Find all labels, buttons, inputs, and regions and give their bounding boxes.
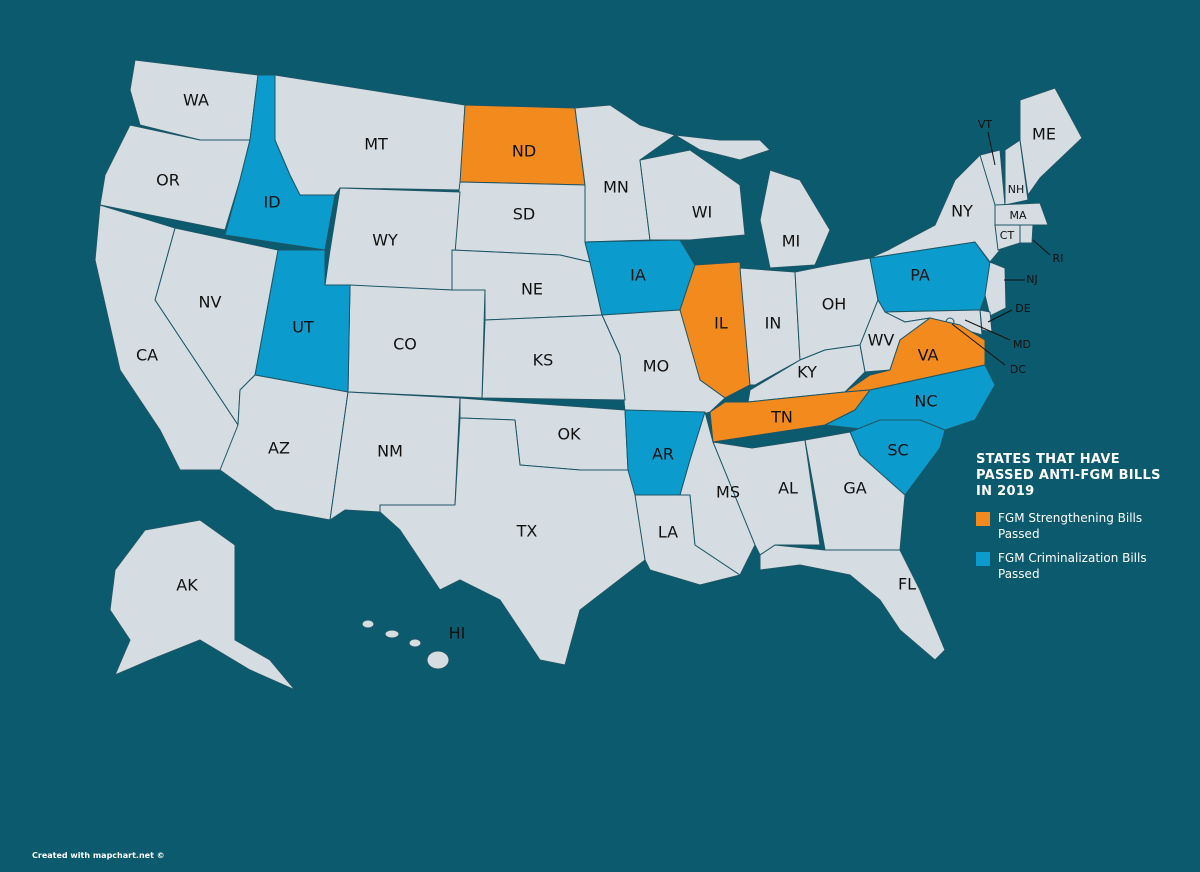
state-label: NV — [199, 293, 222, 312]
state-label: MS — [716, 483, 740, 502]
state-shape — [109, 519, 296, 691]
state-label: PA — [910, 266, 930, 285]
leader-line — [1032, 239, 1051, 256]
state-shape — [99, 124, 251, 231]
leader-line — [987, 309, 1013, 323]
state-shape — [408, 638, 422, 648]
state-shape — [384, 629, 400, 639]
legend-swatch — [976, 552, 990, 566]
state-label: RI — [1053, 252, 1064, 265]
state-label: LA — [658, 523, 678, 542]
state-label: NH — [1008, 183, 1025, 196]
state-label: OK — [557, 425, 581, 444]
state-label: NE — [521, 280, 543, 299]
state-label: HI — [449, 624, 466, 643]
leader-line — [951, 323, 1006, 366]
state-label: ME — [1032, 125, 1056, 144]
state-label: MD — [1013, 338, 1031, 351]
state-label: TX — [516, 522, 538, 541]
state-label: WV — [868, 331, 895, 350]
leader-lines — [951, 131, 1051, 366]
state-shape-group — [361, 619, 450, 670]
state-shape — [426, 650, 450, 670]
state-label: CA — [136, 346, 158, 365]
state-label: WY — [372, 231, 398, 250]
state-label: CO — [393, 335, 417, 354]
state-label: IA — [630, 266, 646, 285]
state-shape — [759, 544, 946, 661]
state-label: NY — [951, 202, 973, 221]
state-shape — [639, 149, 746, 241]
state-label: GA — [843, 479, 866, 498]
state-shape — [712, 439, 821, 556]
state-label: OH — [822, 295, 847, 314]
state-label: FL — [898, 575, 916, 594]
state-label: MT — [364, 135, 388, 154]
state-shape — [481, 314, 626, 401]
state-label: OR — [156, 171, 180, 190]
state-shape — [984, 261, 1007, 317]
state-label: TN — [770, 408, 793, 427]
legend: STATES THAT HAVE PASSED ANTI-FGM BILLS I… — [976, 452, 1166, 590]
legend-swatch — [976, 512, 990, 526]
state-label: VT — [978, 118, 993, 131]
credit: Created with mapchart.net © — [32, 851, 165, 860]
state-label: CT — [1000, 229, 1015, 242]
legend-title: STATES THAT HAVE PASSED ANTI-FGM BILLS I… — [976, 452, 1161, 499]
state-label: IL — [714, 314, 728, 333]
leader-line — [987, 131, 996, 166]
state-label: KS — [533, 351, 554, 370]
state-shape — [1019, 224, 1034, 244]
state-shape — [994, 202, 1049, 226]
state-label: SD — [513, 205, 535, 224]
legend-label: FGM Strengthening Bills Passed — [998, 511, 1143, 541]
state-label: NC — [914, 392, 937, 411]
state-shape — [361, 619, 375, 629]
state-label: UT — [292, 318, 314, 337]
state-label: DE — [1015, 302, 1030, 315]
state-label: AZ — [268, 439, 290, 458]
state-label: AL — [778, 479, 798, 498]
state-label: ID — [263, 193, 280, 212]
state-shape — [94, 204, 239, 471]
state-label: MA — [1009, 209, 1026, 222]
state-shape — [1019, 87, 1083, 196]
state-label: MN — [603, 178, 629, 197]
state-label: AK — [176, 576, 198, 595]
leader-line — [964, 319, 1011, 341]
state-label: NJ — [1026, 273, 1037, 286]
state-label: MO — [643, 357, 669, 376]
state-label: MI — [782, 232, 801, 251]
state-label: VA — [918, 346, 939, 365]
state-shape — [674, 134, 771, 161]
legend-label: FGM Criminalization Bills Passed — [998, 551, 1147, 581]
legend-item: FGM Criminalization Bills Passed — [976, 550, 1166, 582]
state-shape — [219, 374, 349, 521]
legend-item: FGM Strengthening Bills Passed — [976, 510, 1166, 542]
state-shape — [759, 169, 831, 269]
state-shape — [869, 154, 1001, 263]
state-label: WA — [183, 91, 209, 110]
state-label: NM — [377, 442, 403, 461]
state-labels: WA OR ID MT ND MN WI MI SD WY NE IA IL I… — [136, 91, 1064, 643]
state-label: ND — [512, 142, 536, 161]
state-shape — [379, 417, 646, 666]
state-shape — [739, 267, 801, 386]
state-label: WI — [692, 203, 713, 222]
state-label: KY — [797, 363, 817, 382]
state-label: SC — [887, 441, 908, 460]
state-label: AR — [652, 445, 674, 464]
state-label: IN — [765, 314, 782, 333]
state-label: DC — [1010, 363, 1026, 376]
state-shape — [1004, 139, 1029, 206]
